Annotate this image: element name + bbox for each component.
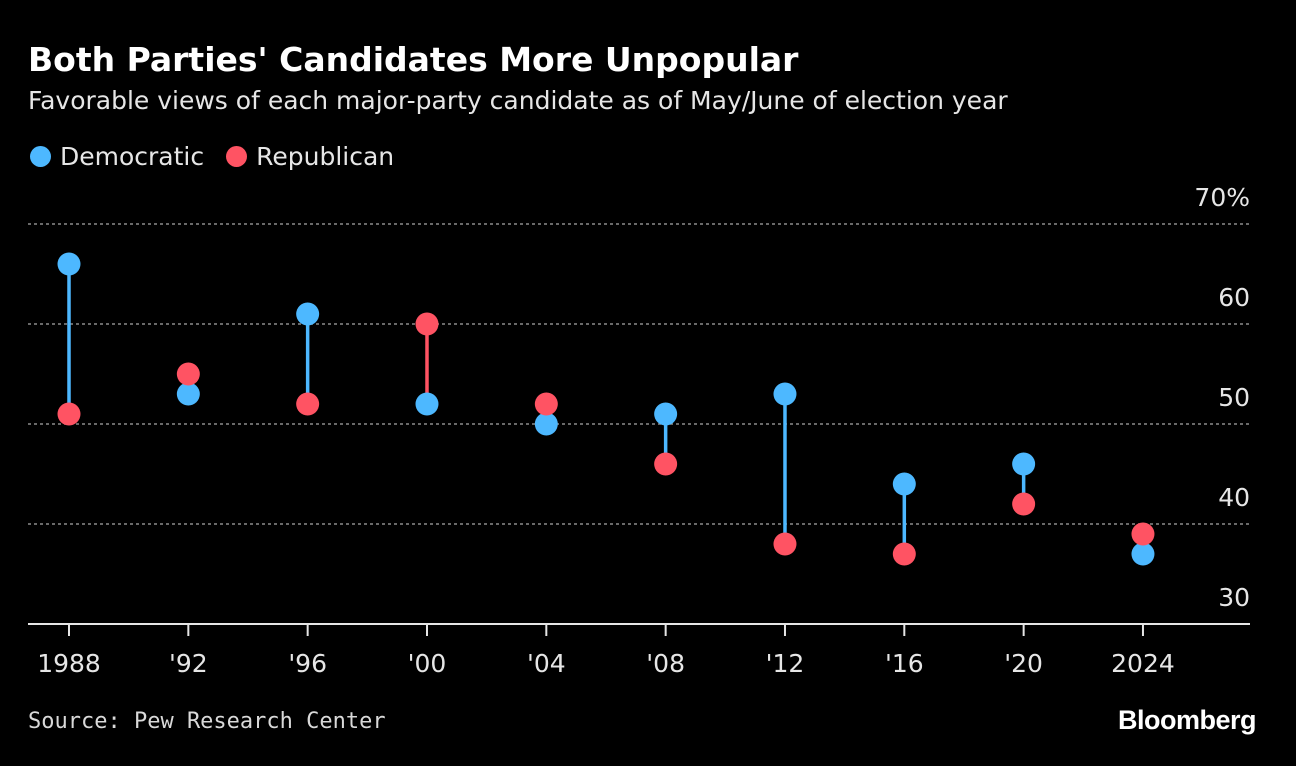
democratic-dot	[892, 472, 916, 496]
x-tick-label: 1988	[37, 649, 101, 678]
legend: Democratic Republican	[30, 142, 416, 171]
republican-dot	[57, 402, 81, 426]
x-tick-label: '12	[766, 649, 805, 678]
democratic-dot	[1012, 452, 1036, 476]
y-tick-label: 60	[1218, 283, 1250, 312]
democratic-dot	[296, 302, 320, 326]
chart-title: Both Parties' Candidates More Unpopular	[28, 40, 799, 79]
x-tick-label: '16	[885, 649, 924, 678]
legend-item-republican: Republican	[226, 142, 394, 171]
x-tick-label: 2024	[1111, 649, 1175, 678]
x-tick-label: '04	[527, 649, 566, 678]
x-tick-label: '20	[1004, 649, 1043, 678]
bloomberg-logo: Bloomberg	[1117, 705, 1257, 735]
chart-subtitle: Favorable views of each major-party cand…	[28, 86, 1008, 115]
y-tick-label: 30	[1218, 583, 1250, 612]
republican-dot	[296, 392, 320, 416]
legend-item-democratic: Democratic	[30, 142, 204, 171]
republican-dot	[654, 452, 678, 476]
republican-dot	[415, 312, 439, 336]
democratic-dot	[1131, 542, 1155, 566]
legend-label-democratic: Democratic	[60, 142, 205, 171]
democratic-dot	[415, 392, 439, 416]
legend-label-republican: Republican	[256, 142, 395, 171]
democratic-dot	[654, 402, 678, 426]
legend-marker-democratic	[30, 146, 51, 167]
x-tick-label: '08	[646, 649, 685, 678]
republican-dot	[1131, 522, 1155, 546]
x-tick-label: '00	[408, 649, 447, 678]
democratic-dot	[57, 252, 81, 276]
republican-dot	[773, 532, 797, 556]
democratic-dot	[176, 382, 200, 406]
source-note: Source: Pew Research Center	[28, 709, 386, 734]
y-tick-label: 70%	[1194, 183, 1250, 212]
y-tick-label: 40	[1218, 483, 1250, 512]
x-tick-label: '92	[169, 649, 208, 678]
x-tick-label: '96	[288, 649, 327, 678]
republican-dot	[176, 362, 200, 386]
legend-marker-republican	[226, 146, 248, 167]
republican-dot	[892, 542, 916, 566]
republican-dot	[534, 392, 558, 416]
y-tick-label: 50	[1218, 383, 1250, 412]
republican-dot	[1012, 492, 1036, 516]
democratic-dot	[773, 382, 797, 406]
democratic-dot	[534, 412, 558, 436]
